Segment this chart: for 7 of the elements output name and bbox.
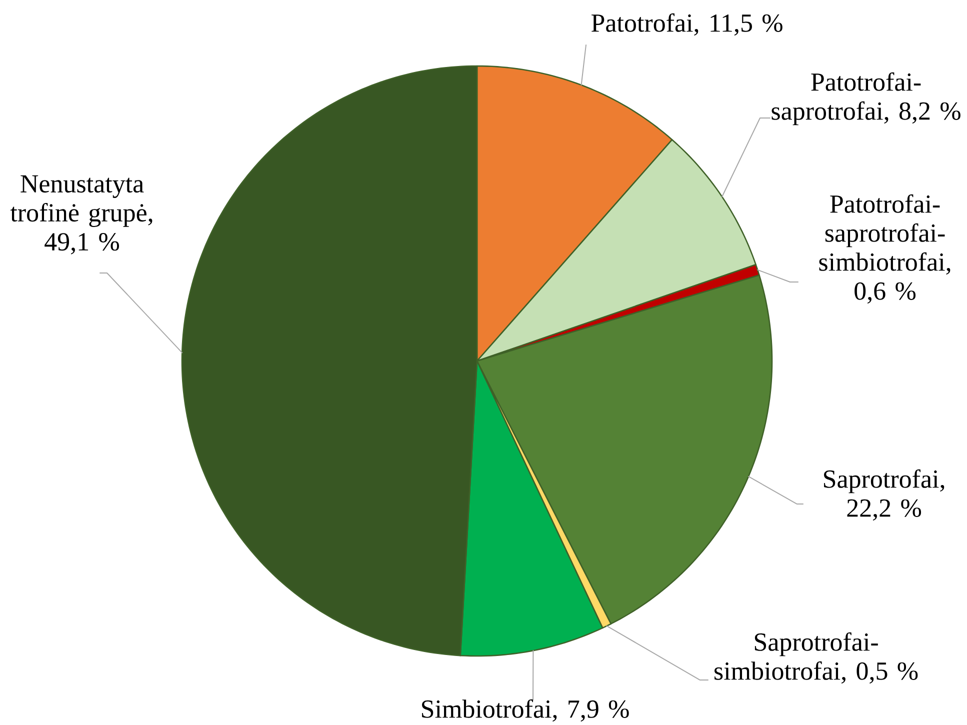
slice-label: Saprotrofai-simbiotrofai, 0,5 % xyxy=(714,632,918,684)
slice-label: Saprotrofai, 22,2 % xyxy=(824,469,944,521)
slice-label: Nenustatyta trofinė grupė, 49,1 % xyxy=(10,175,152,254)
slice-label: Simbiotrofai, 7,9 % xyxy=(422,699,629,722)
slice-label: Patotrofai, 11,5 % xyxy=(591,13,782,36)
slice-label: Patotrofai-saprotrofai-simbiotrofai, 0,6 % xyxy=(819,194,950,304)
slice-label: Patotrofai-saprotrofai, 8,2 % xyxy=(772,72,960,126)
